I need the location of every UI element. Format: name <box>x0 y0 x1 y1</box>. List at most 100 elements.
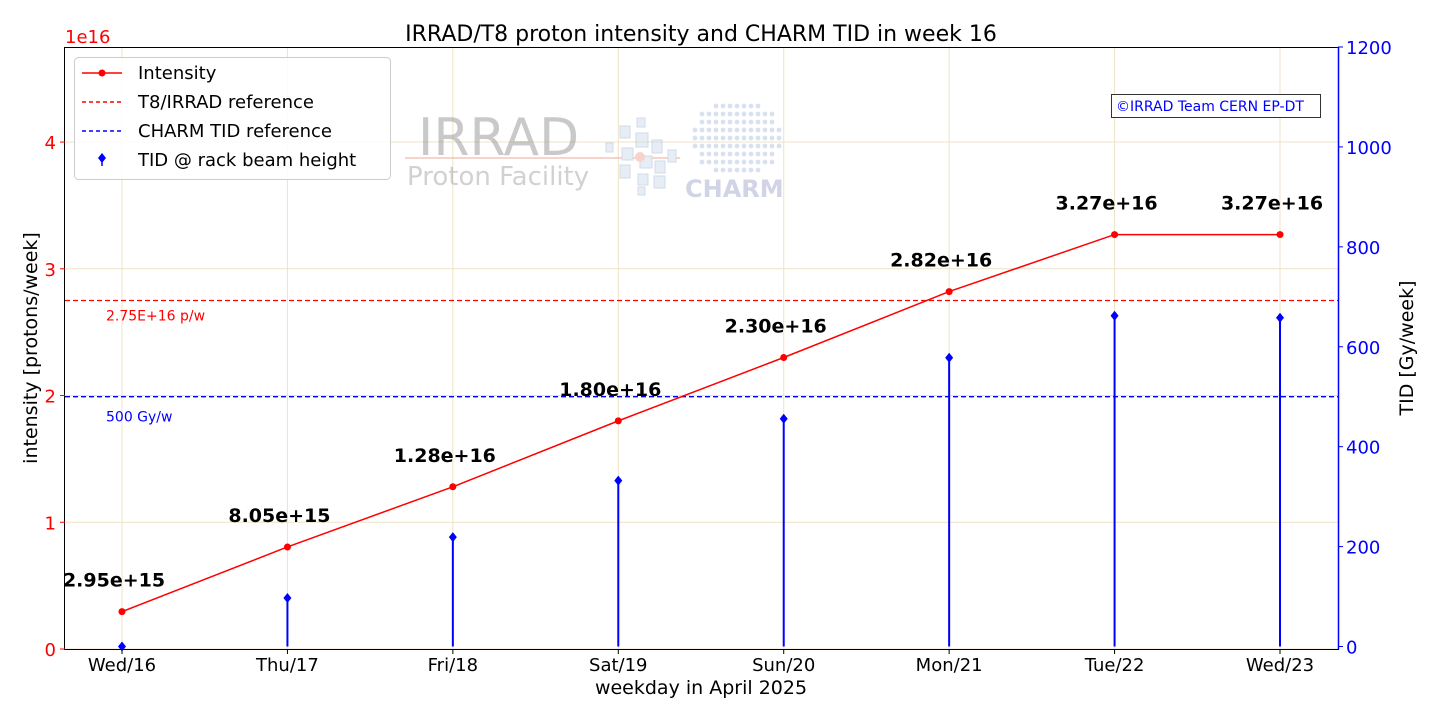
y-left-tick-label: 3 <box>45 260 56 281</box>
charm-globe-dot <box>748 119 754 125</box>
legend: Intensity T8/IRRAD reference CHARM TID r… <box>74 57 391 180</box>
charm-globe-dot <box>727 119 733 125</box>
charm-globe-dot <box>699 127 705 133</box>
irrad-logo-subtext: Proton Facility <box>407 162 589 192</box>
y-right-tick-label: 400 <box>1346 438 1380 459</box>
y-right-tick-label: 1000 <box>1346 138 1392 159</box>
y-left-tick-label: 4 <box>45 133 56 154</box>
legend-tid-marker <box>98 153 106 163</box>
charm-globe-dot <box>706 127 712 133</box>
charm-globe-dot <box>727 151 733 157</box>
irrad-logo-text: IRRAD <box>418 108 579 168</box>
charm-globe-dot <box>727 159 733 165</box>
charm-globe-dot <box>727 103 733 109</box>
x-tick-label: Tue/22 <box>1084 655 1145 676</box>
charm-globe-dot <box>713 119 719 125</box>
y-axis-left-label: intensity [protons/week] <box>20 232 42 464</box>
charm-globe-dot <box>727 111 733 117</box>
tid-marker <box>1276 312 1284 323</box>
charm-globe-dot <box>748 127 754 133</box>
charm-globe-dot <box>748 103 754 109</box>
intensity-data-label: 1.80e+16 <box>559 379 661 401</box>
charm-globe-dot <box>741 143 747 149</box>
charm-globe-dot <box>706 135 712 141</box>
charm-globe-dot <box>769 127 775 133</box>
x-tick-label: Mon/21 <box>916 655 983 676</box>
axes: Wed/16 Thu/17 Fri/18 Sat/19 Sun/20 Mon/21 Tue/… <box>45 38 1392 676</box>
charm-globe-dot <box>706 159 712 165</box>
y-axis-left-multiplier: 1e16 <box>65 27 110 48</box>
charm-globe-dot <box>755 111 761 117</box>
chart-title: IRRAD/T8 proton intensity and CHARM TID … <box>405 22 997 47</box>
charm-globe-dot <box>699 159 705 165</box>
tid-marker <box>614 475 623 486</box>
charm-globe-dot <box>699 151 705 157</box>
charm-globe-dot <box>734 119 740 125</box>
charm-globe-dot <box>713 143 719 149</box>
charm-globe-dot <box>706 111 712 117</box>
charm-globe-dot <box>776 127 782 133</box>
irrad-logo-crystal-icon <box>605 117 677 196</box>
charm-globe-dot <box>734 111 740 117</box>
legend-t8-reference-label: T8/IRRAD reference <box>137 92 314 113</box>
charm-globe-dot <box>748 143 754 149</box>
intensity-point <box>945 288 953 296</box>
intensity-point <box>449 483 457 491</box>
intensity-point <box>1276 231 1284 239</box>
charm-globe-dot <box>699 119 705 125</box>
charm-globe-dot <box>713 151 719 157</box>
charm-globe-dot <box>762 119 768 125</box>
charm-globe-dot <box>713 127 719 133</box>
charm-globe-dot <box>776 135 782 141</box>
legend-tid-label: TID @ rack beam height <box>137 150 356 171</box>
y-right-tick-label: 800 <box>1346 238 1380 259</box>
charm-globe-dot <box>699 111 705 117</box>
charm-globe-dot <box>734 151 740 157</box>
y-right-tick-label: 200 <box>1346 538 1380 559</box>
tid-marker <box>1110 310 1119 321</box>
intensity-data-label: 3.27e+16 <box>1056 193 1158 215</box>
charm-globe-dot <box>720 119 726 125</box>
charm-globe-dot <box>755 167 761 173</box>
charm-globe-dot <box>692 135 698 141</box>
intensity-data-label: 2.82e+16 <box>890 250 992 272</box>
charm-globe-dot <box>720 111 726 117</box>
intensity-line <box>121 233 1280 613</box>
y-left-tick-label: 2 <box>45 387 56 408</box>
x-tick-label: Sun/20 <box>752 655 815 676</box>
charm-globe-dot <box>762 111 768 117</box>
charm-globe-dot <box>741 127 747 133</box>
tid-marker <box>945 352 954 363</box>
charm-globe-dot <box>755 119 761 125</box>
charm-reference-label: 500 Gy/w <box>106 410 172 426</box>
charm-globe-dot <box>769 135 775 141</box>
charm-globe-dot <box>734 103 740 109</box>
charm-globe-dot <box>748 167 754 173</box>
charm-globe-dot <box>769 159 775 165</box>
x-tick-label: Fri/18 <box>428 655 478 676</box>
legend-frame <box>74 57 391 180</box>
charm-globe-dot <box>720 167 726 173</box>
charm-globe-dot <box>727 135 733 141</box>
charm-globe-dot <box>713 103 719 109</box>
charm-globe-dot <box>727 127 733 133</box>
charm-globe-dot <box>755 143 761 149</box>
charm-globe-dot <box>741 103 747 109</box>
y-right-tick-label: 1200 <box>1346 38 1392 59</box>
charm-globe-dot <box>741 111 747 117</box>
charm-globe-dot <box>734 159 740 165</box>
charm-globe-dot <box>692 143 698 149</box>
y-right-tick-label: 0 <box>1346 638 1357 659</box>
charm-globe-dot <box>706 119 712 125</box>
charm-globe-dot <box>776 143 782 149</box>
charm-globe-dot <box>748 135 754 141</box>
charm-globe-dot <box>741 119 747 125</box>
charm-globe-dot <box>748 159 754 165</box>
intensity-data-label: 1.28e+16 <box>394 445 496 467</box>
charm-globe-dot <box>720 103 726 109</box>
legend-intensity-marker <box>98 69 106 77</box>
watermark-logos: IRRAD Proton Facility CHARM <box>405 103 784 203</box>
y-right-tick-label: 600 <box>1346 338 1380 359</box>
charm-globe-dot <box>699 135 705 141</box>
charm-globe-dot <box>755 127 761 133</box>
